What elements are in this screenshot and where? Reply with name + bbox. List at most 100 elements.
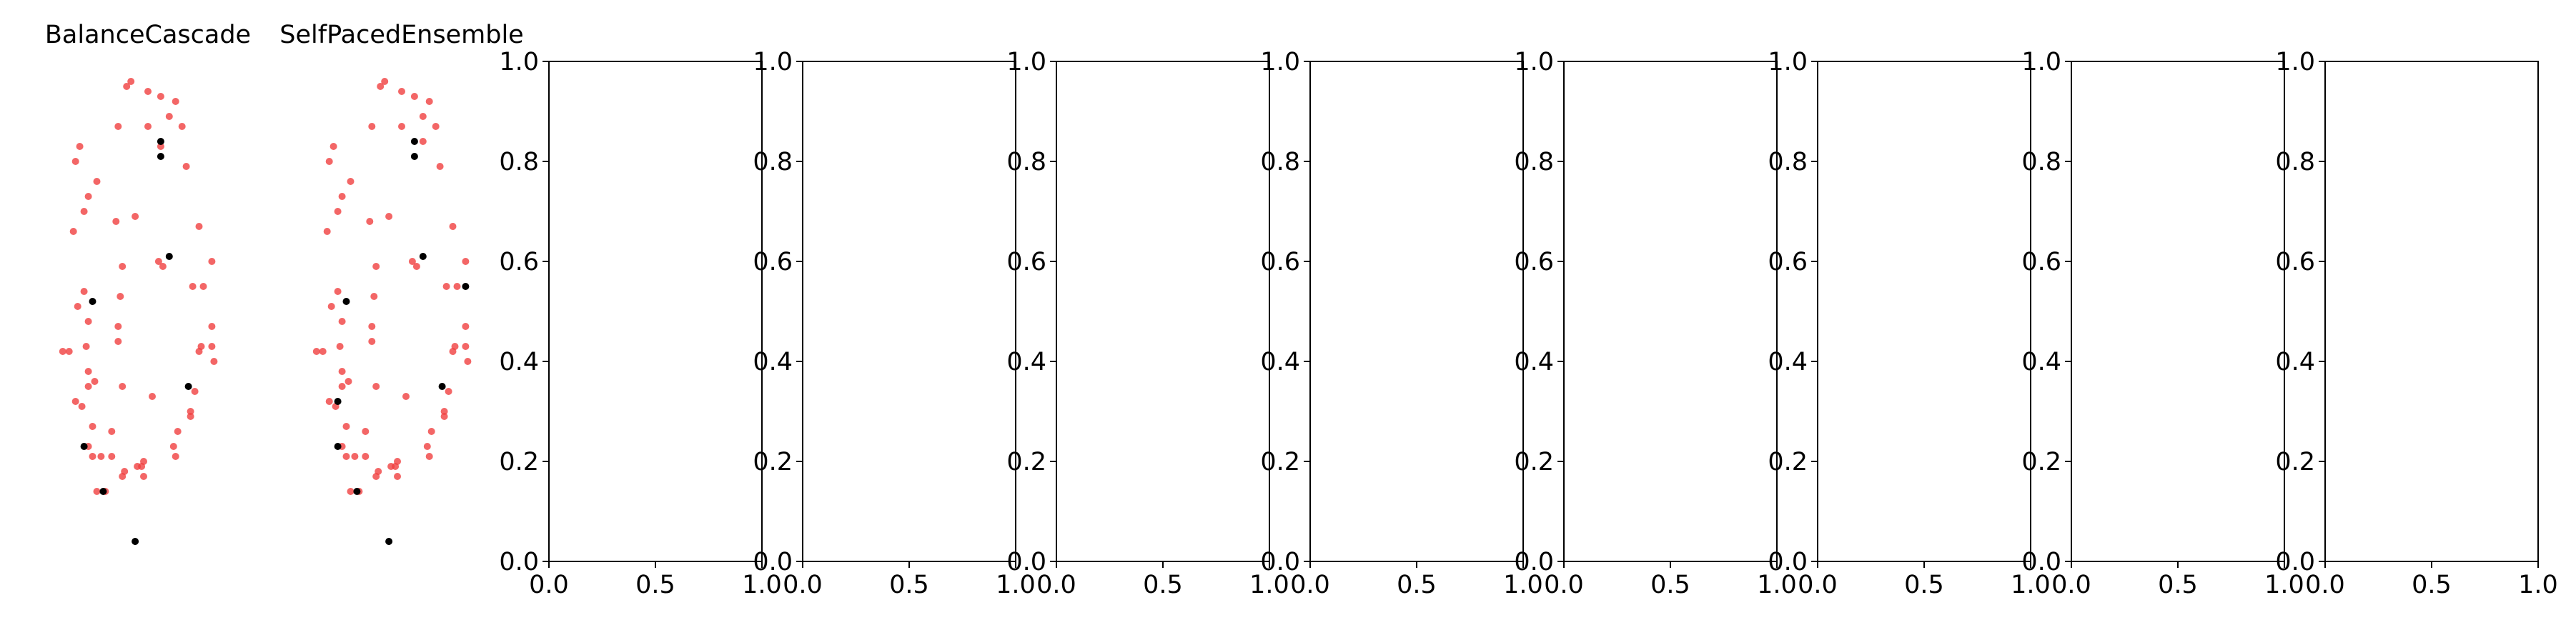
- data-point: [154, 258, 162, 265]
- data-point: [123, 83, 131, 90]
- data-point: [387, 463, 395, 470]
- series-2: [334, 138, 470, 545]
- y-tick-label: 0.6: [1514, 248, 1554, 276]
- y-tick-label: 0.0: [1514, 548, 1554, 576]
- data-point: [91, 378, 99, 385]
- data-point: [108, 428, 116, 435]
- x-tick-label: 0.0: [1798, 571, 1838, 599]
- data-point: [334, 288, 342, 295]
- y-tick-label: 0.4: [2021, 348, 2061, 376]
- data-point: [89, 298, 96, 305]
- data-point: [342, 423, 350, 430]
- data-point: [381, 78, 389, 85]
- data-point: [157, 93, 164, 100]
- subplot-5: 0.0 0.5 1.0 0.0 0.2 0.4 0.6 0.8 1.0: [1006, 48, 1289, 599]
- data-point: [427, 428, 435, 435]
- data-point: [182, 163, 190, 170]
- y-tick-label: 0.0: [1768, 548, 1808, 576]
- y-tick-label: 0.2: [1768, 448, 1808, 476]
- data-point: [438, 383, 446, 390]
- data-point: [362, 453, 370, 460]
- data-point: [65, 348, 73, 355]
- data-point: [144, 123, 152, 130]
- subplot-10: 0.0 0.5 1.0 0.0 0.2 0.4 0.6 0.8 1.0: [2275, 48, 2558, 599]
- data-point: [366, 218, 374, 225]
- data-point: [334, 208, 342, 215]
- data-point: [157, 153, 164, 160]
- y-tick-label: 0.6: [753, 248, 793, 276]
- x-tick-label: 0.5: [635, 571, 675, 599]
- data-point: [334, 443, 342, 450]
- data-point: [368, 338, 376, 345]
- data-point: [370, 293, 378, 300]
- subplot-title: BalanceCascade: [45, 21, 251, 49]
- data-point: [394, 473, 401, 480]
- data-point: [425, 98, 433, 105]
- y-tick-label: 0.0: [2275, 548, 2315, 576]
- data-point: [208, 343, 216, 350]
- data-point: [436, 163, 444, 170]
- data-point: [398, 123, 405, 130]
- data-point: [347, 488, 355, 495]
- data-point: [398, 88, 405, 95]
- y-tick-label: 0.0: [1260, 548, 1300, 576]
- y-tick-label: 0.8: [1768, 148, 1808, 176]
- y-tick-label: 0.6: [1260, 248, 1300, 276]
- data-point: [325, 398, 333, 405]
- data-point: [76, 143, 84, 150]
- data-point: [84, 193, 92, 200]
- y-tick-label: 0.0: [753, 548, 793, 576]
- y-tick-label: 0.8: [1260, 148, 1300, 176]
- y-tick-label: 0.8: [2021, 148, 2061, 176]
- y-tick-label: 1.0: [1768, 48, 1808, 76]
- series-2: [80, 138, 192, 545]
- y-tick-label: 0.2: [499, 448, 539, 476]
- data-point: [372, 383, 380, 390]
- data-point: [462, 283, 470, 290]
- data-point: [385, 213, 393, 220]
- data-point: [84, 383, 92, 390]
- data-point: [342, 453, 350, 460]
- data-point: [347, 178, 355, 185]
- data-point: [462, 258, 470, 265]
- y-tick-label: 0.8: [2275, 148, 2315, 176]
- data-point: [208, 258, 216, 265]
- data-point: [97, 453, 105, 460]
- y-tick-label: 0.2: [1006, 448, 1046, 476]
- data-point: [342, 298, 350, 305]
- data-point: [338, 193, 346, 200]
- data-point: [195, 223, 203, 230]
- data-point: [80, 443, 88, 450]
- subplot-4: 0.0 0.5 1.0 0.0 0.2 0.4 0.6 0.8 1.0: [753, 48, 1036, 599]
- y-tick-label: 0.6: [2275, 248, 2315, 276]
- data-point: [99, 488, 107, 495]
- data-point: [174, 428, 182, 435]
- x-tick-label: 0.5: [1904, 571, 1944, 599]
- x-tick-label: 0.5: [2158, 571, 2198, 599]
- series-1: [59, 78, 218, 495]
- y-tick-label: 0.2: [1260, 448, 1300, 476]
- y-tick-label: 0.8: [753, 148, 793, 176]
- x-tick-label: 0.0: [529, 571, 569, 599]
- data-point: [419, 113, 427, 120]
- data-point: [93, 178, 101, 185]
- x-tick-label: 1.0: [2264, 571, 2304, 599]
- data-point: [368, 123, 376, 130]
- data-point: [71, 158, 79, 165]
- y-tick-label: 0.4: [1260, 348, 1300, 376]
- data-point: [74, 303, 81, 310]
- y-tick-label: 1.0: [499, 48, 539, 76]
- y-tick-label: 0.6: [499, 248, 539, 276]
- data-point: [464, 358, 472, 365]
- data-point: [187, 413, 194, 420]
- data-point: [338, 318, 346, 325]
- x-tick-label: 0.0: [1544, 571, 1584, 599]
- data-point: [132, 538, 139, 545]
- data-point: [172, 453, 179, 460]
- data-point: [336, 343, 344, 350]
- y-tick-label: 0.4: [1514, 348, 1554, 376]
- subplot-9: 0.0 0.5 1.0 0.0 0.2 0.4 0.6 0.8 1.0: [2021, 48, 2304, 599]
- data-point: [84, 318, 92, 325]
- data-point: [408, 258, 416, 265]
